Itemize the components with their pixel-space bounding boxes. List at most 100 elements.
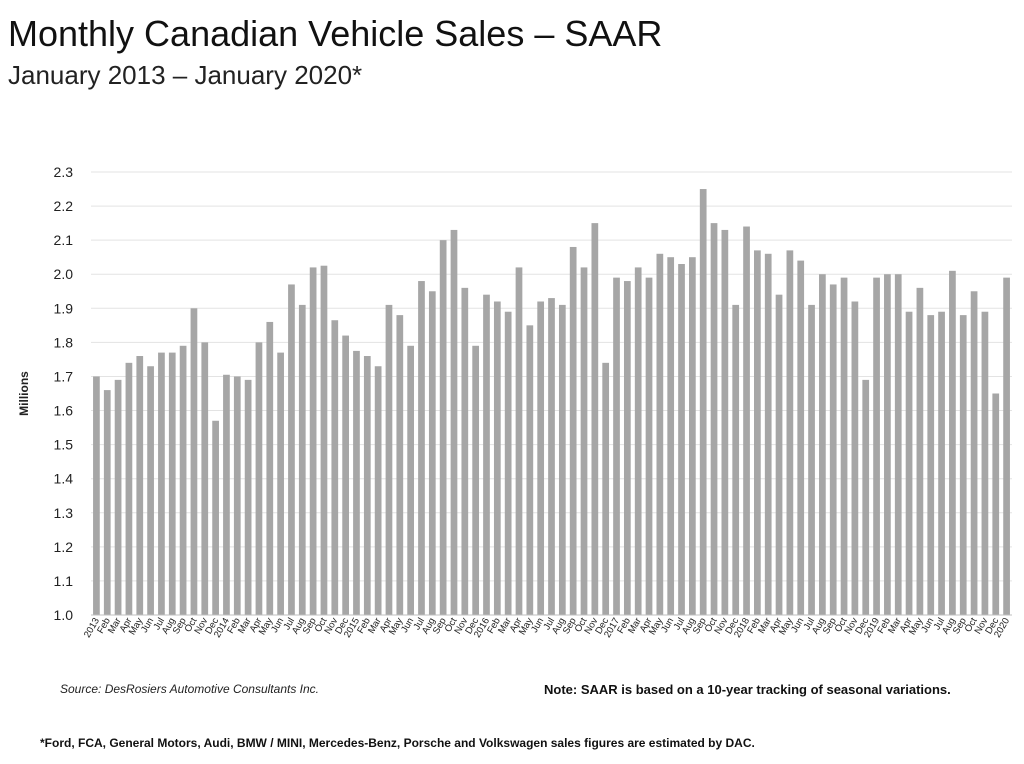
bar — [894, 274, 902, 615]
bar — [244, 379, 252, 615]
x-tick-label: Jul — [411, 616, 427, 632]
bar — [168, 352, 176, 615]
bar — [678, 264, 685, 615]
bar — [353, 350, 360, 615]
bar — [634, 267, 642, 615]
bar — [970, 291, 978, 615]
bar — [515, 267, 523, 615]
bar — [840, 277, 848, 615]
bar — [483, 294, 490, 615]
y-tick-label: 1.2 — [54, 539, 74, 555]
bar — [797, 260, 805, 615]
bar — [147, 366, 154, 615]
bar — [439, 240, 447, 615]
bar — [981, 311, 989, 615]
y-tick-label: 1.8 — [54, 334, 74, 350]
bar — [472, 345, 480, 615]
x-tick-label: Jul — [541, 616, 557, 632]
y-tick-label: 1.7 — [54, 368, 74, 384]
bar — [201, 342, 209, 615]
x-tick-label: Jul — [802, 616, 818, 632]
bar — [829, 284, 837, 615]
bar — [862, 379, 870, 615]
bar — [331, 320, 339, 615]
bar — [548, 298, 555, 615]
bar — [136, 356, 144, 615]
y-tick-label: 1.9 — [54, 300, 74, 316]
x-tick-label: Jul — [151, 616, 167, 632]
bar — [266, 321, 274, 615]
bar — [158, 352, 165, 615]
bar — [342, 335, 349, 615]
bar — [418, 281, 425, 615]
bar — [645, 277, 653, 615]
chart-title: Monthly Canadian Vehicle Sales – SAAR — [8, 13, 663, 54]
y-tick-label: 1.3 — [54, 505, 74, 521]
bar — [591, 223, 599, 615]
y-tick-label: 1.0 — [54, 607, 74, 623]
bar — [938, 311, 945, 615]
bar — [288, 284, 295, 615]
bar — [407, 345, 415, 615]
y-tick-label: 2.1 — [54, 232, 74, 248]
bar — [320, 265, 328, 615]
bar — [385, 304, 393, 615]
bar — [905, 311, 913, 615]
x-tick-label: Jul — [932, 616, 948, 632]
bar — [699, 189, 707, 615]
bar — [396, 315, 404, 615]
bar — [688, 257, 696, 615]
bar — [93, 376, 100, 615]
bar — [179, 345, 187, 615]
bar — [808, 304, 815, 615]
bar — [374, 366, 382, 615]
bar — [764, 253, 772, 615]
bar — [504, 311, 512, 615]
bar — [255, 342, 263, 615]
bar — [277, 352, 284, 615]
bar — [537, 301, 545, 615]
bar — [103, 390, 111, 615]
bar — [775, 294, 783, 615]
bar — [125, 362, 133, 615]
bar — [526, 325, 534, 615]
y-tick-label: 2.3 — [54, 164, 74, 180]
bar — [786, 250, 794, 615]
y-tick-label: 1.1 — [54, 573, 74, 589]
bar-chart: 1.0 1.1 1.2 1.3 1.4 1.5 1.6 1.7 1.8 1.9 2.0 2.1 2.2 2… — [17, 164, 1012, 640]
bar — [916, 287, 924, 615]
bar — [580, 267, 588, 615]
bar — [992, 393, 1000, 615]
bar — [223, 374, 230, 615]
y-axis-label: Millions — [17, 371, 31, 416]
bar — [450, 229, 458, 615]
bar — [558, 304, 566, 615]
x-tick-label: Jul — [281, 616, 297, 632]
bar — [927, 315, 935, 615]
chart-subtitle: January 2013 – January 2020* — [8, 60, 363, 90]
note-text: Note: SAAR is based on a 10-year trackin… — [544, 682, 951, 697]
bar — [114, 379, 122, 615]
y-tick-label: 2.0 — [54, 266, 74, 282]
y-tick-label: 1.5 — [54, 437, 74, 453]
footnote-text: *Ford, FCA, General Motors, Audi, BMW / … — [40, 736, 755, 750]
bar — [1003, 277, 1010, 615]
bar — [754, 250, 761, 615]
bar — [461, 287, 469, 615]
bar — [721, 229, 729, 615]
source-text: Source: DesRosiers Automotive Consultant… — [60, 682, 320, 696]
bar — [851, 301, 859, 615]
bar — [819, 274, 826, 615]
bar — [233, 376, 241, 615]
bar — [949, 270, 956, 615]
bar — [602, 362, 610, 615]
y-tick-label: 1.6 — [54, 403, 74, 419]
x-tick-label: Jul — [672, 616, 688, 632]
bar — [743, 226, 750, 615]
bar — [190, 308, 198, 615]
bar — [884, 274, 891, 615]
bar — [656, 253, 664, 615]
bar — [298, 304, 306, 615]
bar — [959, 315, 967, 615]
bar — [873, 277, 880, 615]
